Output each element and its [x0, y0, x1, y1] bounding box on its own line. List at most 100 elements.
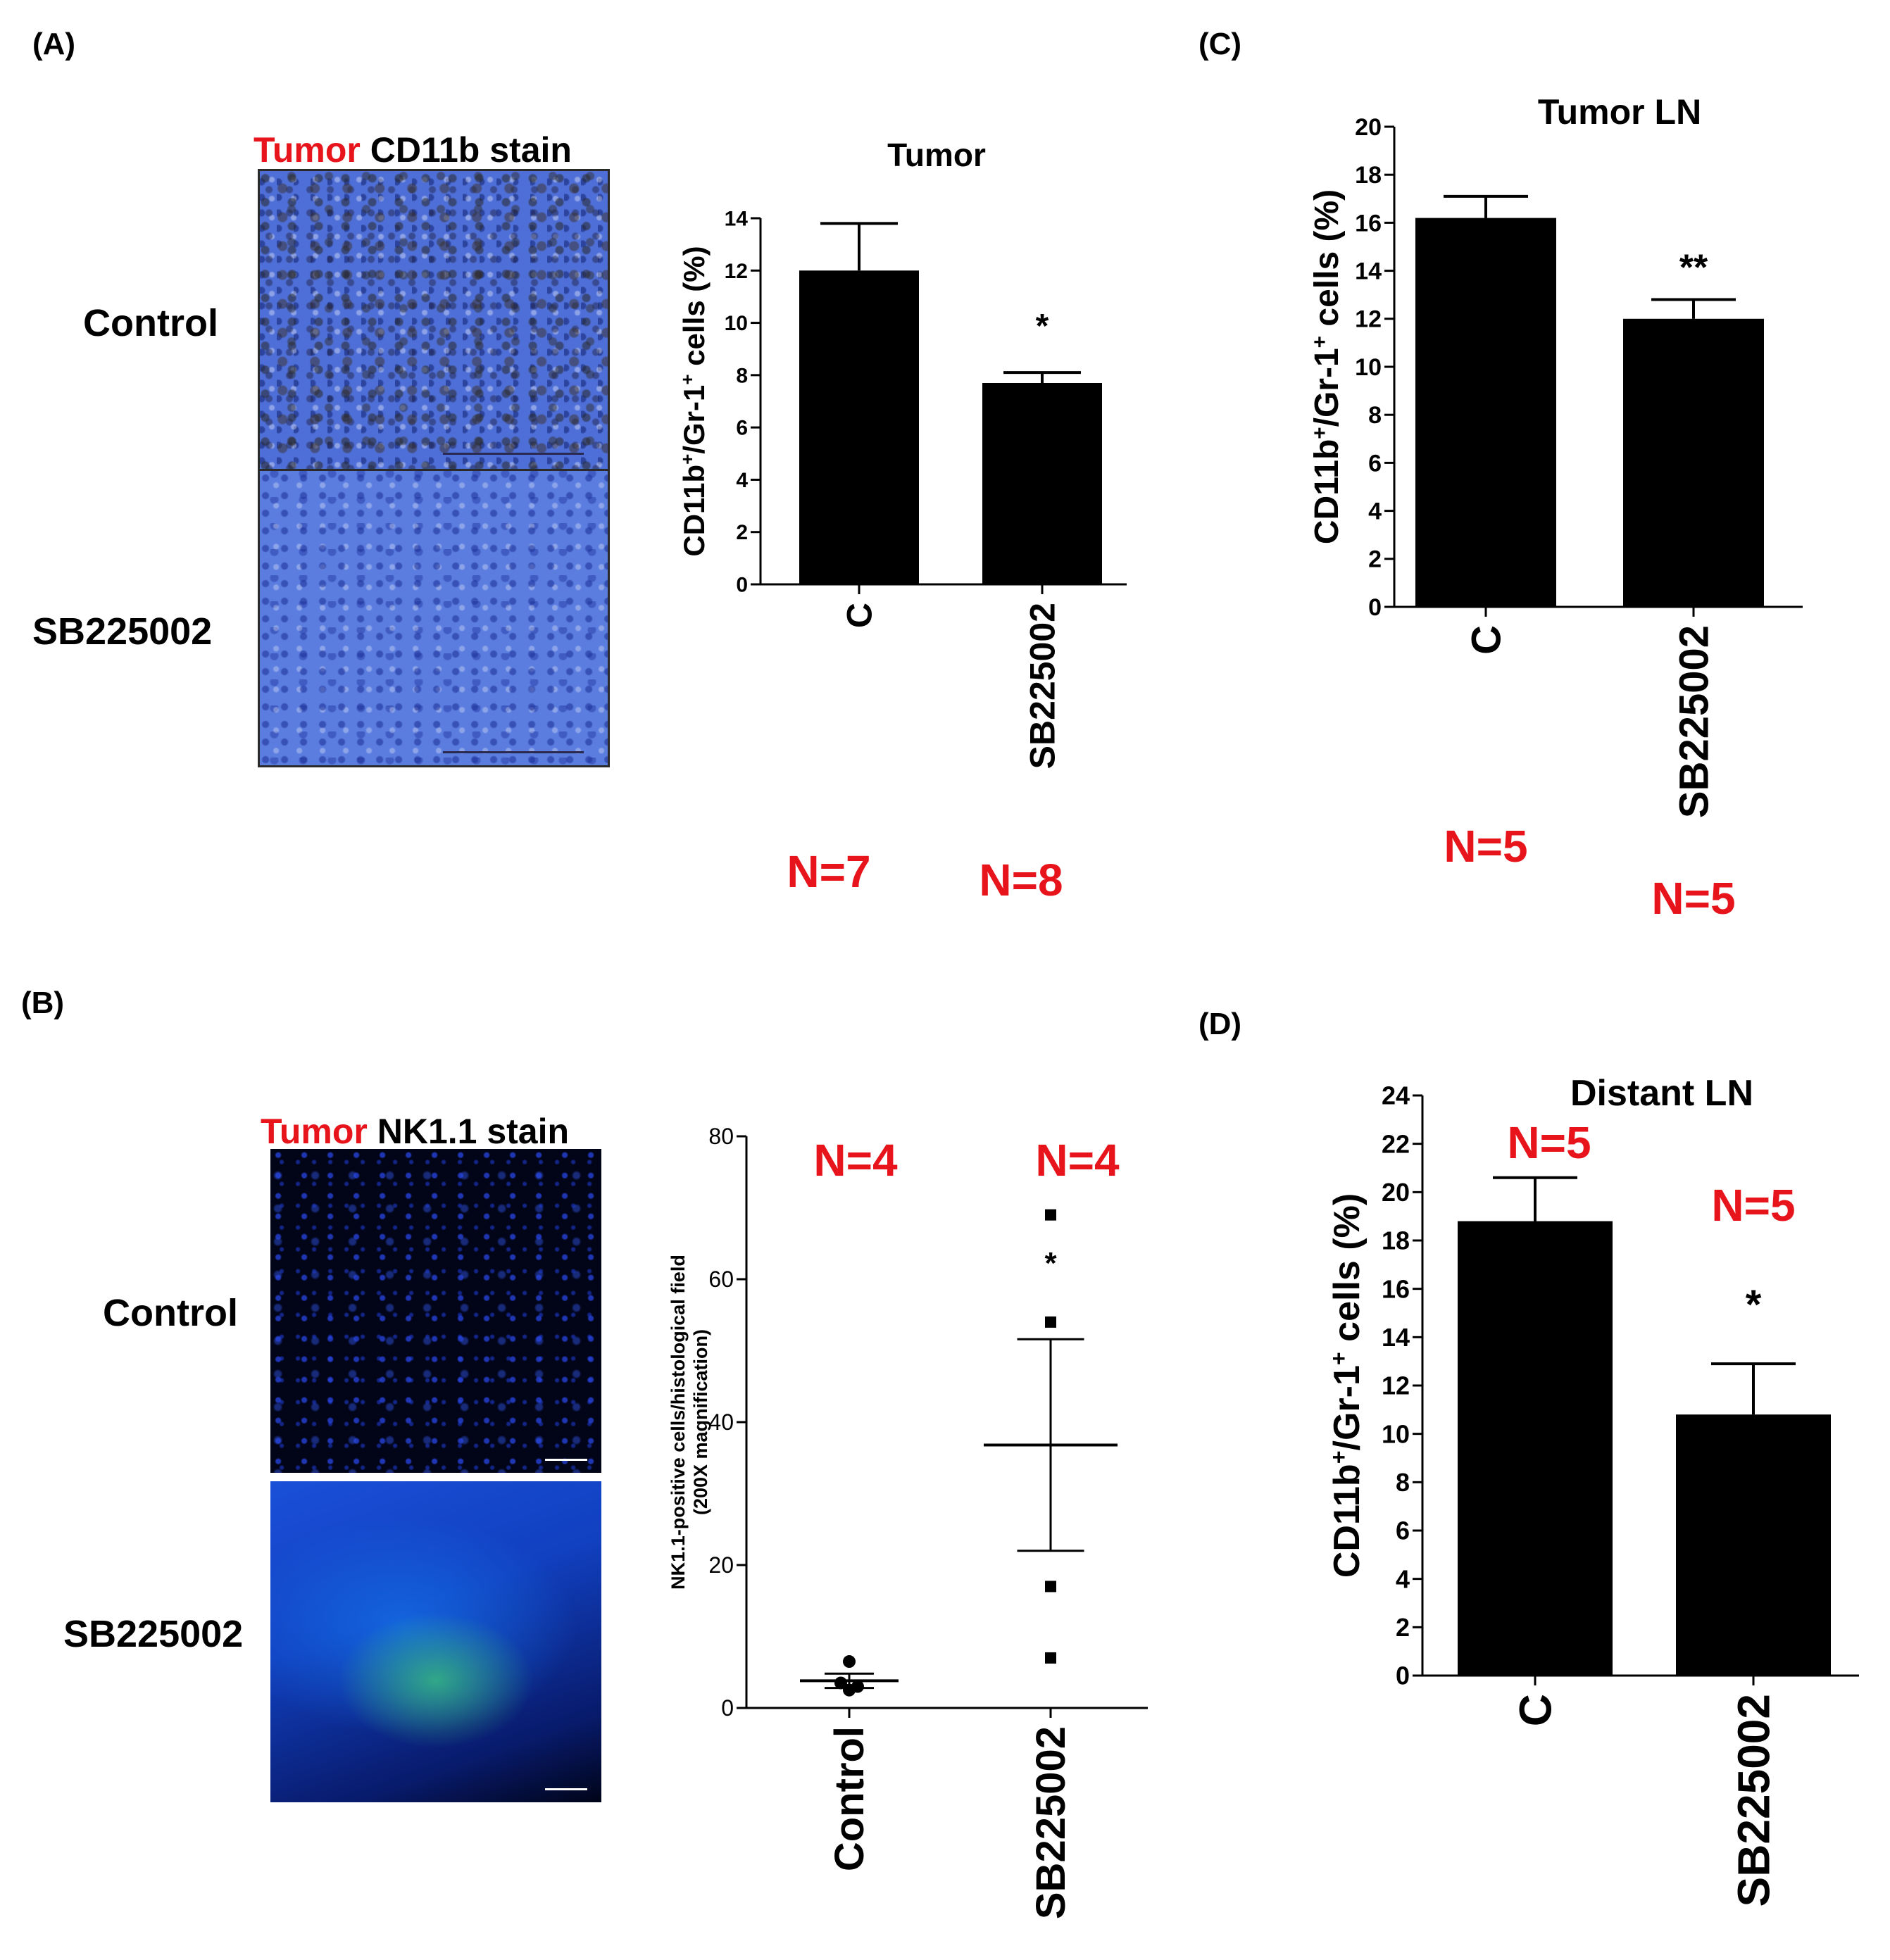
x-category-label: SB225002	[1023, 603, 1063, 769]
y-tick-label: 4	[1396, 1564, 1410, 1593]
data-point	[1045, 1652, 1056, 1664]
data-point	[1045, 1581, 1056, 1592]
y-tick-label: 8	[1368, 402, 1382, 429]
y-tick-label: 10	[725, 312, 748, 335]
panel-a-stain-title: Tumor CD11b stain	[254, 130, 572, 170]
micrograph-if-control	[270, 1149, 601, 1473]
panel-label-a: (A)	[32, 27, 76, 61]
x-category-label: C	[840, 603, 880, 628]
data-point	[1045, 1209, 1056, 1221]
stain-title-marker: NK1.1 stain	[367, 1112, 570, 1151]
sample-size-label: N=5	[1651, 873, 1735, 924]
bar	[1623, 318, 1764, 607]
significance-marker: *	[1036, 308, 1049, 345]
y-tick-label: 4	[736, 469, 748, 492]
y-tick-label: 24	[1382, 1081, 1410, 1110]
y-tick-label: 60	[708, 1267, 734, 1292]
chart-title: Distant LN	[1570, 1073, 1753, 1114]
y-tick-label: 12	[1355, 306, 1382, 333]
data-point	[1045, 1316, 1056, 1328]
bar	[799, 270, 919, 584]
y-tick-label: 40	[708, 1409, 734, 1435]
y-tick-label: 0	[1368, 594, 1382, 621]
panel-b-row-label-control: Control	[103, 1292, 238, 1334]
x-category-label: Control	[827, 1726, 872, 1871]
y-tick-label: 18	[1355, 162, 1382, 189]
sample-size-label: N=4	[813, 1135, 898, 1186]
y-tick-label: 14	[725, 208, 749, 231]
bar	[982, 383, 1102, 584]
y-tick-label: 2	[1396, 1613, 1410, 1642]
panel-label-d: (D)	[1199, 1007, 1242, 1041]
stain-title-tumor: Tumor	[254, 130, 361, 170]
y-tick-label: 20	[1382, 1178, 1410, 1207]
y-tick-label: 6	[1368, 450, 1382, 477]
y-axis-label: CD11b+/Gr-1+ cells (%)	[1308, 189, 1346, 544]
panel-b-row-label-sb225002: SB225002	[63, 1613, 244, 1655]
chart-a-tumor: Tumor 0 2 4 6 8 10 12 14 CD11b+/Gr-1+ cells (%) C S…	[677, 137, 1127, 905]
stain-title-tumor: Tumor	[261, 1112, 368, 1151]
y-tick-label: 6	[1396, 1516, 1410, 1545]
y-axis-label-secondary: (200X magnification)	[690, 1329, 711, 1515]
panel-label-b: (B)	[21, 986, 65, 1020]
y-tick-label: 0	[736, 574, 748, 597]
y-tick-label: 0	[1396, 1661, 1410, 1690]
sample-size-label: N=5	[1444, 821, 1527, 872]
micrograph-ihc-sb225002	[258, 469, 610, 767]
y-tick-label: 10	[1355, 354, 1382, 381]
significance-marker: *	[1746, 1282, 1762, 1328]
y-tick-label: 14	[1355, 258, 1382, 285]
sample-size-label: N=4	[1035, 1135, 1120, 1186]
panel-b-stain-title: Tumor NK1.1 stain	[261, 1111, 569, 1152]
y-tick-label: 8	[736, 364, 748, 387]
y-tick-label: 4	[1368, 498, 1382, 525]
scale-bar	[443, 453, 584, 455]
y-tick-label: 12	[725, 260, 748, 283]
x-category-label: C	[1463, 625, 1509, 655]
y-tick-label: 80	[708, 1124, 734, 1149]
y-axis-label: NK1.1-positive cells/histological field	[668, 1255, 689, 1590]
y-tick-label: 22	[1382, 1129, 1410, 1158]
scale-bar	[443, 751, 584, 753]
y-tick-label: 8	[1396, 1468, 1410, 1497]
data-point	[843, 1655, 856, 1669]
y-axis-label: CD11b+/Gr-1+ cells (%)	[677, 246, 711, 556]
x-category-label: SB225002	[1028, 1726, 1074, 1919]
y-tick-label: 10	[1382, 1419, 1410, 1448]
y-tick-label: 16	[1355, 210, 1382, 237]
bar	[1458, 1221, 1613, 1676]
panel-label-c: (C)	[1199, 27, 1242, 61]
panel-a-row-label-sb225002: SB225002	[32, 610, 213, 653]
y-tick-label: 20	[1355, 114, 1382, 141]
sample-size-label: N=5	[1507, 1117, 1591, 1168]
chart-d-distant-ln: Distant LN024681012141618202224CD11b+/Gr…	[1326, 1073, 1859, 1906]
bar	[1676, 1414, 1831, 1676]
y-tick-label: 0	[721, 1695, 734, 1721]
micrograph-ihc-control	[258, 169, 610, 472]
significance-marker: **	[1679, 248, 1708, 289]
y-axis-label: CD11b+/Gr-1+ cells (%)	[1326, 1193, 1368, 1578]
sample-size-label: N=7	[787, 846, 870, 897]
chart-title: Tumor LN	[1538, 92, 1701, 132]
x-category-label: C	[1510, 1694, 1560, 1726]
y-tick-label: 12	[1382, 1371, 1410, 1400]
y-tick-label: 2	[1368, 546, 1382, 573]
sample-size-label: N=8	[979, 855, 1063, 905]
micrograph-if-sb225002	[270, 1481, 601, 1802]
sample-size-label: N=5	[1711, 1180, 1795, 1231]
y-tick-label: 6	[736, 417, 748, 440]
significance-marker: *	[1044, 1246, 1057, 1281]
x-category-label: SB225002	[1671, 625, 1717, 818]
y-tick-label: 2	[736, 521, 748, 544]
chart-c-tumor-ln: Tumor LN 0 2 4 6 8 10 12 14 16 18 20 CD11b+/Gr-1+ ce…	[1308, 92, 1803, 924]
y-tick-label: 18	[1382, 1226, 1410, 1255]
chart-title: Tumor	[887, 137, 986, 173]
stain-title-marker: CD11b stain	[360, 130, 572, 170]
x-category-label: SB225002	[1728, 1694, 1779, 1906]
panel-a-row-label-control: Control	[83, 302, 218, 344]
bar	[1415, 218, 1556, 607]
y-tick-label: 16	[1382, 1274, 1410, 1303]
chart-b-nk11: 0 20 40 60 80 NK1.1-positive cells/histologic…	[668, 1124, 1148, 1919]
y-tick-label: 20	[708, 1552, 734, 1578]
scale-bar	[545, 1459, 587, 1461]
